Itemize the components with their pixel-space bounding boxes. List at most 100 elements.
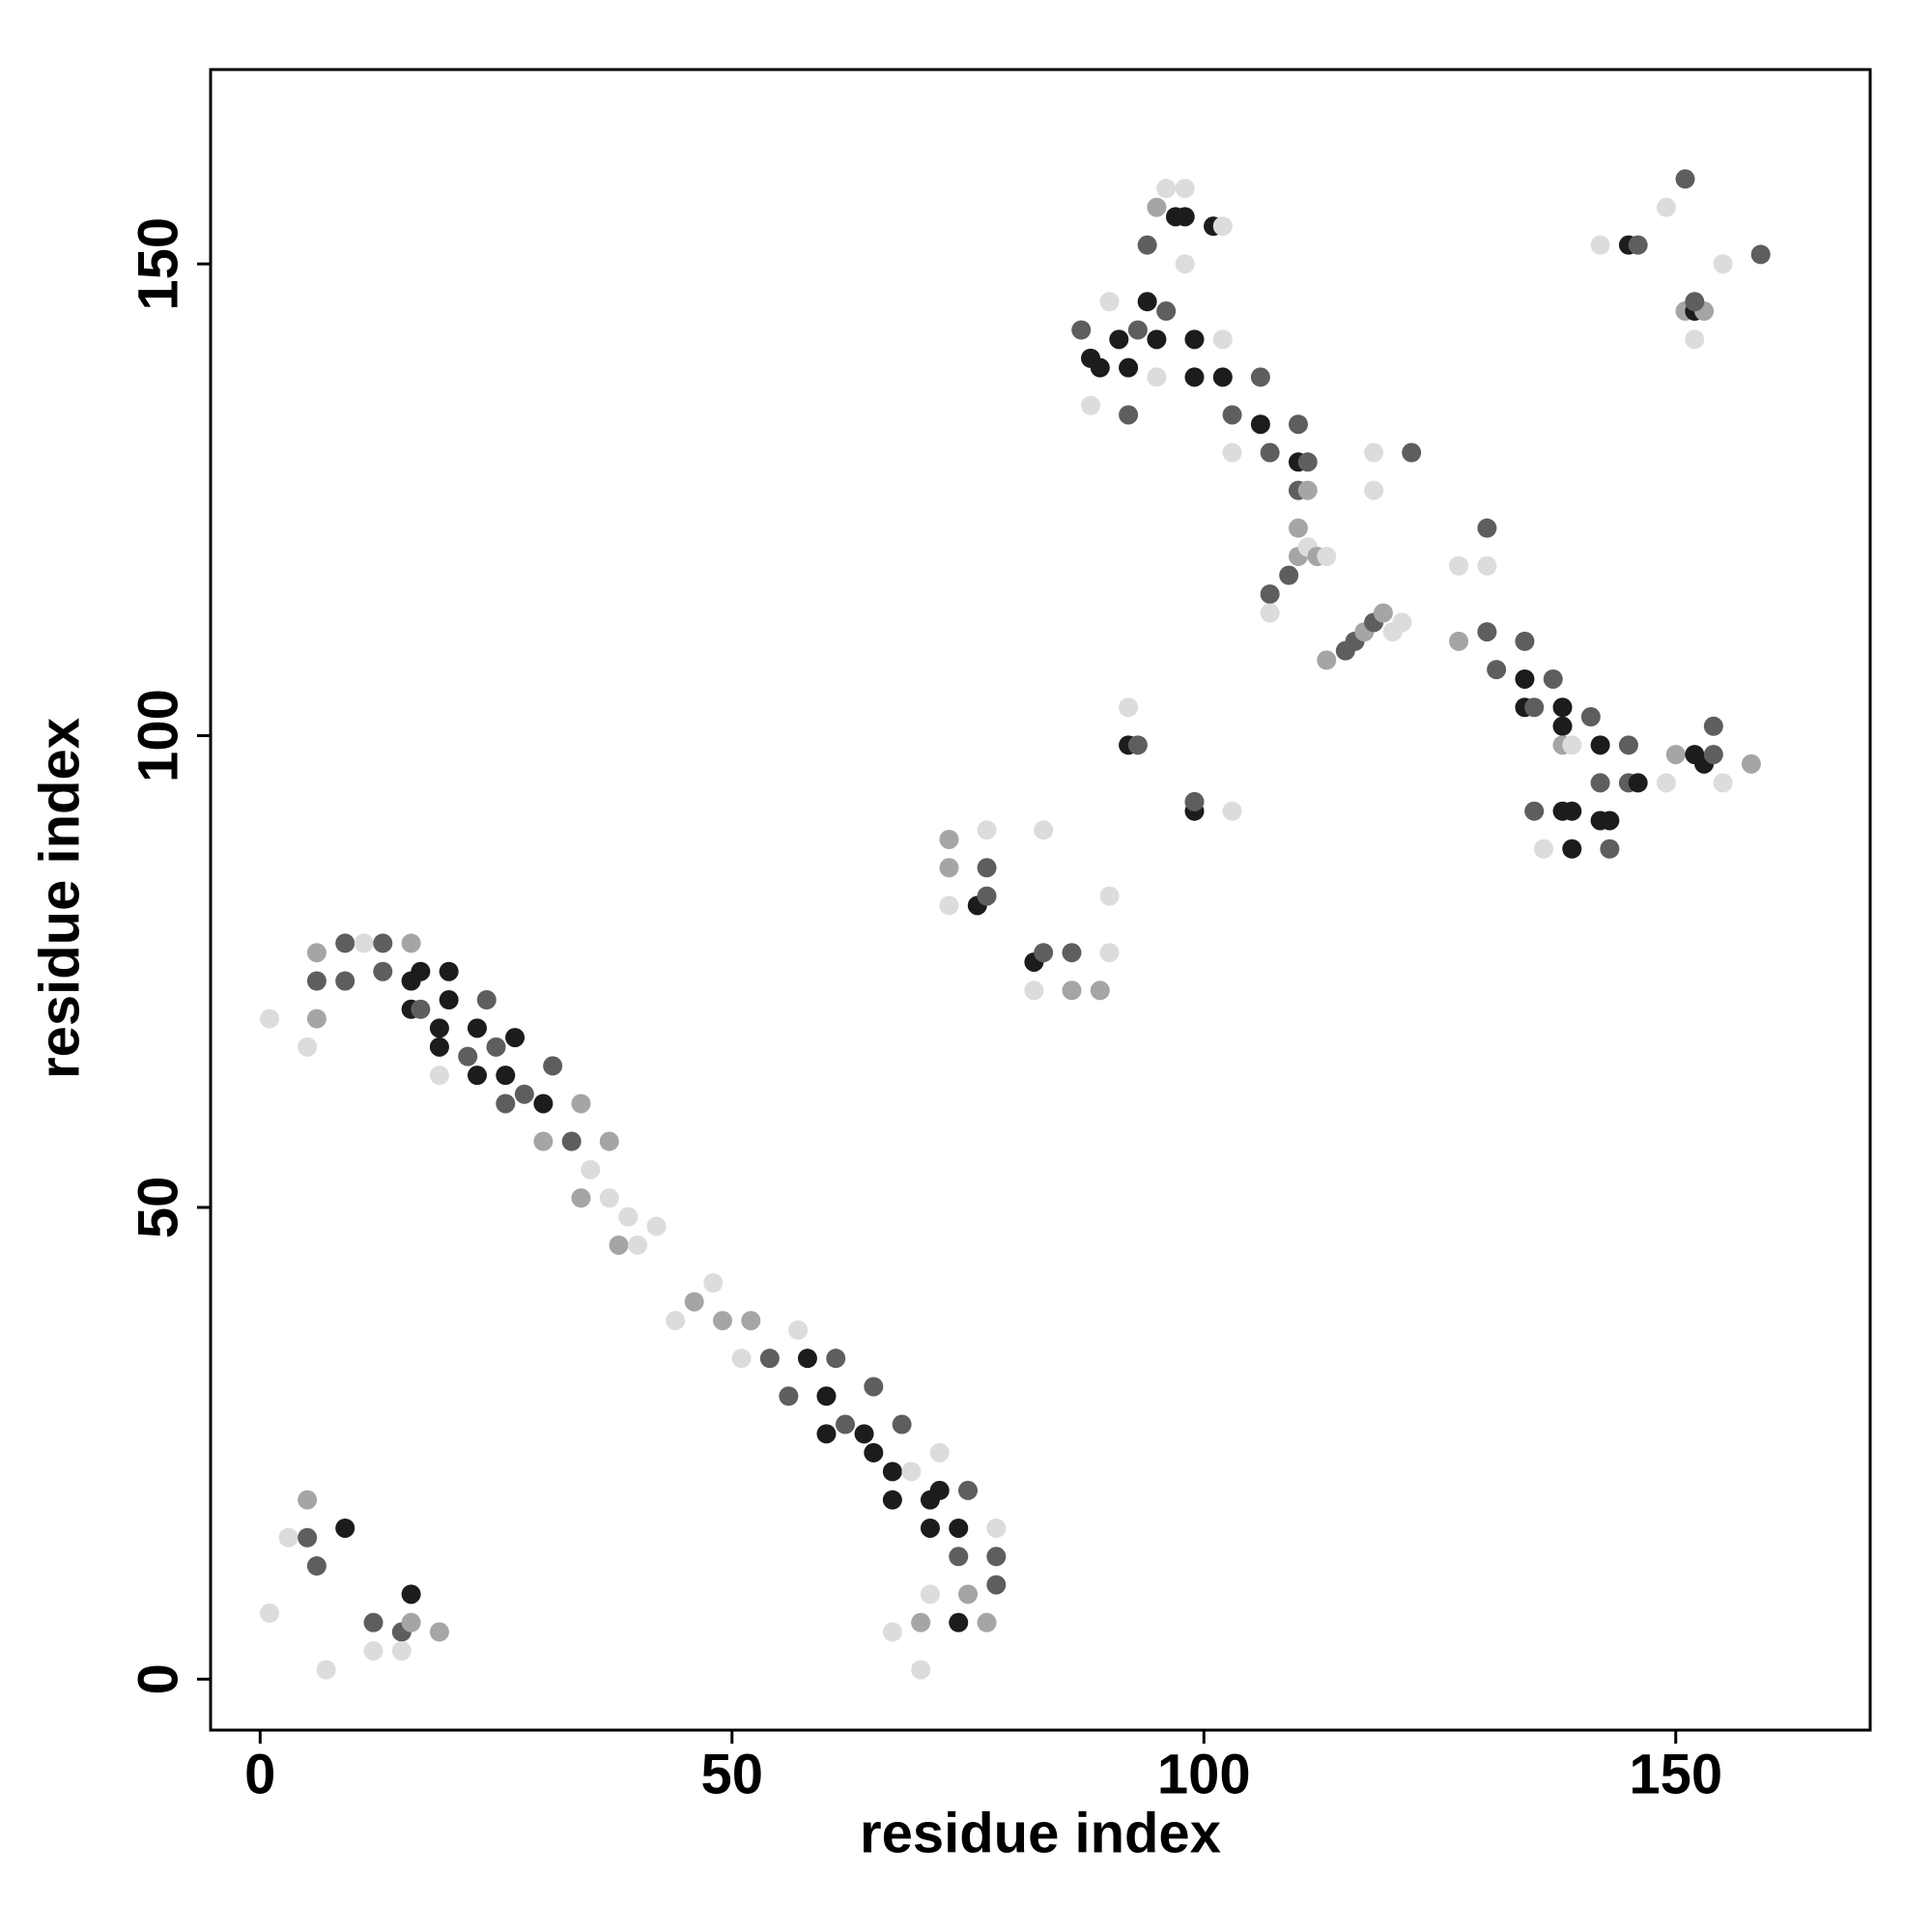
- point: [1184, 791, 1205, 811]
- point: [1175, 254, 1195, 274]
- point: [1543, 668, 1563, 689]
- point: [1685, 329, 1705, 350]
- point: [1137, 235, 1157, 255]
- point: [373, 933, 393, 953]
- point: [1713, 773, 1733, 793]
- point: [882, 1462, 902, 1482]
- point: [458, 1046, 478, 1066]
- point: [1373, 603, 1393, 623]
- point: [1250, 367, 1270, 387]
- point: [1364, 480, 1384, 500]
- point: [1600, 838, 1620, 859]
- point: [1685, 292, 1705, 312]
- point: [599, 1131, 619, 1151]
- point: [1222, 442, 1242, 463]
- point: [1552, 716, 1573, 736]
- point: [1034, 820, 1054, 840]
- point: [429, 1622, 449, 1642]
- point: [788, 1320, 809, 1340]
- point: [949, 1518, 969, 1538]
- point: [1515, 668, 1535, 689]
- point: [1487, 660, 1507, 680]
- point: [826, 1349, 846, 1369]
- point: [1552, 697, 1573, 718]
- point: [816, 1386, 837, 1406]
- point: [1024, 980, 1044, 1001]
- point: [854, 1424, 874, 1444]
- point: [1628, 235, 1648, 255]
- point: [571, 1188, 591, 1208]
- point: [1515, 631, 1535, 651]
- point: [864, 1377, 884, 1397]
- y-axis-title: residue index: [28, 718, 91, 1079]
- point: [666, 1311, 686, 1331]
- point: [391, 1640, 412, 1661]
- point: [1524, 697, 1545, 718]
- point: [467, 1018, 487, 1038]
- point: [1260, 584, 1280, 605]
- point: [911, 1612, 931, 1633]
- point: [977, 1612, 997, 1633]
- point: [496, 1065, 516, 1086]
- x-tick-label: 0: [244, 1743, 275, 1805]
- point: [1250, 414, 1270, 435]
- y-tick-label: 50: [127, 1177, 189, 1239]
- point: [533, 1094, 554, 1114]
- point: [1741, 753, 1761, 774]
- point: [298, 1527, 318, 1548]
- point: [306, 1556, 327, 1577]
- point: [1156, 301, 1177, 322]
- point: [1147, 197, 1167, 217]
- point: [496, 1094, 516, 1114]
- point: [1449, 631, 1469, 651]
- point: [514, 1084, 534, 1104]
- point: [1477, 622, 1497, 642]
- point: [354, 933, 374, 953]
- point: [986, 1575, 1007, 1595]
- point: [561, 1131, 582, 1151]
- point: [533, 1131, 554, 1151]
- point: [335, 1518, 355, 1538]
- point: [1477, 555, 1497, 576]
- point: [911, 1660, 931, 1680]
- point: [1665, 745, 1686, 765]
- point: [1675, 169, 1695, 189]
- point: [1628, 773, 1648, 793]
- point: [1656, 773, 1676, 793]
- point: [1713, 254, 1733, 274]
- point: [1317, 546, 1337, 566]
- point: [306, 1009, 327, 1029]
- point: [609, 1235, 629, 1255]
- point: [1099, 943, 1120, 963]
- point: [306, 971, 327, 991]
- point: [929, 1442, 950, 1463]
- point: [1703, 745, 1723, 765]
- point: [986, 1518, 1007, 1538]
- point: [571, 1094, 591, 1114]
- point: [1402, 442, 1422, 463]
- point: [439, 990, 459, 1010]
- point: [892, 1414, 912, 1435]
- point: [1175, 179, 1195, 199]
- point: [939, 858, 959, 878]
- point: [411, 999, 431, 1019]
- point: [1562, 838, 1582, 859]
- point: [335, 933, 355, 953]
- point: [646, 1216, 667, 1236]
- point: [486, 1037, 506, 1057]
- point: [1099, 292, 1120, 312]
- point: [1750, 244, 1771, 265]
- point: [1119, 405, 1139, 425]
- point: [920, 1584, 940, 1605]
- point: [1212, 367, 1233, 387]
- point: [401, 933, 421, 953]
- point: [1533, 838, 1553, 859]
- x-tick-label: 150: [1629, 1743, 1722, 1805]
- point: [1317, 650, 1337, 670]
- point: [1449, 555, 1469, 576]
- point: [958, 1584, 979, 1605]
- point: [298, 1490, 318, 1510]
- point: [411, 961, 431, 981]
- point: [929, 1480, 950, 1500]
